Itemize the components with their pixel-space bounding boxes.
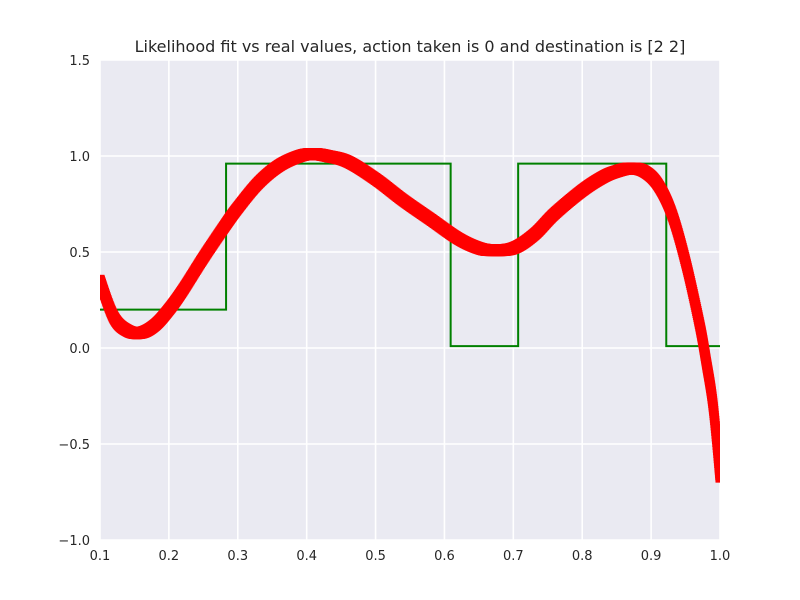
y-tick-label: 1.0 <box>69 150 90 165</box>
fit-marker <box>715 470 720 483</box>
x-tick-label: 0.1 <box>90 549 111 564</box>
series-layer <box>100 148 720 483</box>
x-tick-label: 0.4 <box>296 549 317 564</box>
x-axis-ticks: 0.1 0.2 0.3 0.4 0.5 0.6 0.7 0.8 0.9 1.0 <box>90 549 731 564</box>
y-tick-label: 0.0 <box>69 342 90 357</box>
series-step-line <box>100 162 720 348</box>
y-axis-ticks: −1.0 −0.5 0.0 0.5 1.0 1.5 <box>58 54 90 549</box>
grid <box>99 59 721 541</box>
x-tick-label: 0.3 <box>227 549 248 564</box>
y-tick-label: −0.5 <box>58 438 90 453</box>
x-tick-label: 0.5 <box>365 549 386 564</box>
chart-title: Likelihood fit vs real values, action ta… <box>135 37 686 56</box>
x-tick-label: 0.2 <box>159 549 180 564</box>
x-tick-label: 0.9 <box>641 549 662 564</box>
y-tick-label: 1.5 <box>69 54 90 69</box>
series-fit-curve <box>100 148 720 483</box>
y-tick-label: −1.0 <box>58 534 90 549</box>
plot-background <box>100 60 720 540</box>
x-tick-label: 0.8 <box>572 549 593 564</box>
y-tick-label: 0.5 <box>69 246 90 261</box>
x-tick-label: 1.0 <box>710 549 731 564</box>
x-tick-label: 0.6 <box>434 549 455 564</box>
x-tick-label: 0.7 <box>503 549 524 564</box>
